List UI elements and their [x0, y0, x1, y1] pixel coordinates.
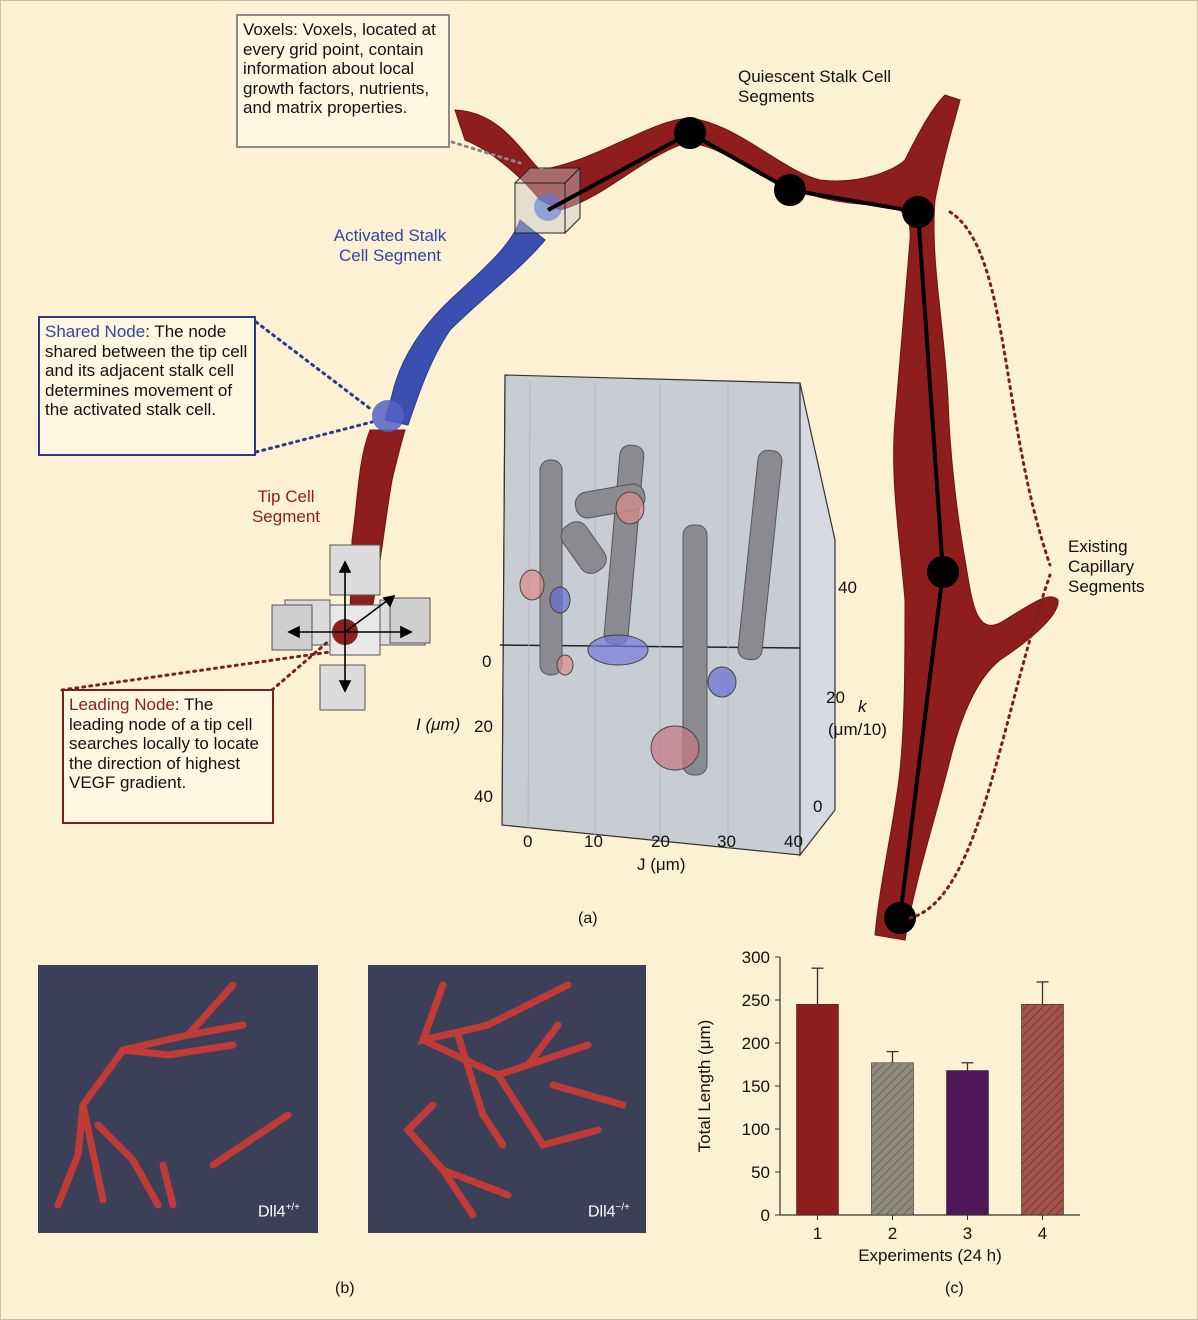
bar-4	[1022, 1004, 1064, 1215]
j-tick-20: 20	[651, 832, 670, 852]
y-tick-label: 250	[742, 991, 770, 1010]
k-tick-0: 0	[813, 797, 822, 817]
x-tick-label-3: 3	[963, 1224, 972, 1243]
voxel-cube	[515, 168, 580, 233]
y-tick-label: 0	[761, 1206, 770, 1225]
leading-node-title: Leading Node	[69, 695, 175, 714]
activated-label: Activated Stalk Cell Segment	[320, 226, 460, 266]
y-tick-label: 300	[742, 948, 770, 967]
k-axis-label: k	[858, 697, 867, 717]
shared-node-title: Shared Node	[45, 322, 145, 341]
i-axis-label: I (μm)	[416, 715, 460, 735]
voxels-callout-text: Voxels: Voxels, located at every grid po…	[243, 20, 436, 117]
y-tick-label: 150	[742, 1077, 770, 1096]
shared-node-callout: Shared Node: The node shared between the…	[38, 316, 256, 456]
existing-capillary-label: Existing Capillary Segments	[1068, 537, 1168, 597]
dll4-wt-panel: Dll4+/+	[38, 965, 318, 1233]
k-tick-20: 20	[826, 688, 845, 708]
bar-2	[872, 1063, 914, 1215]
dll4-het-panel: Dll4−/+	[368, 965, 646, 1233]
dll4-het-label: Dll4−/+	[588, 1202, 630, 1221]
j-tick-40: 40	[784, 832, 803, 852]
j-tick-10: 10	[584, 832, 603, 852]
k-axis-unit: (μm/10)	[828, 720, 887, 740]
bar-1	[797, 1004, 839, 1215]
y-axis-label: Total Length (μm)	[695, 1020, 714, 1153]
x-tick-label-4: 4	[1038, 1224, 1047, 1243]
i-tick-40: 40	[474, 787, 493, 807]
j-tick-30: 30	[717, 832, 736, 852]
caption-a: (a)	[578, 910, 598, 928]
vessel-network-het	[368, 965, 646, 1233]
dll4-wt-base: Dll4	[258, 1203, 286, 1220]
caption-b: (b)	[335, 1280, 355, 1298]
x-tick-label-1: 1	[813, 1224, 822, 1243]
leading-node-callout: Leading Node: The leading node of a tip …	[62, 689, 274, 824]
dll4-het-base: Dll4	[588, 1203, 616, 1220]
total-length-bar-chart: 0 50 100 150 200 250 300 1 2 3 4 Experiments (24 h)…	[680, 945, 1110, 1265]
tip-cell-label: Tip Cell Segment	[244, 487, 328, 527]
i-tick-0: 0	[482, 652, 491, 672]
k-tick-40: 40	[838, 578, 857, 598]
bar-3	[947, 1071, 989, 1215]
x-tick-label-2: 2	[888, 1224, 897, 1243]
voxels-callout: Voxels: Voxels, located at every grid po…	[236, 14, 450, 148]
vessel-network-wt	[38, 965, 318, 1233]
y-tick-label: 200	[742, 1034, 770, 1053]
shared-node	[372, 400, 404, 432]
y-tick-label: 50	[751, 1163, 770, 1182]
y-tick-label: 100	[742, 1120, 770, 1139]
caption-c: (c)	[945, 1280, 964, 1298]
simulation-box-3d	[500, 375, 835, 855]
dll4-het-sup: −/+	[616, 1202, 630, 1213]
dll4-wt-label: Dll4+/+	[258, 1202, 300, 1221]
j-tick-0: 0	[523, 832, 532, 852]
x-axis-label: Experiments (24 h)	[858, 1246, 1002, 1265]
i-tick-20: 20	[474, 717, 493, 737]
dll4-wt-sup: +/+	[286, 1202, 300, 1213]
quiescent-label: Quiescent Stalk Cell Segments	[738, 67, 928, 107]
j-axis-label: J (μm)	[637, 855, 686, 875]
